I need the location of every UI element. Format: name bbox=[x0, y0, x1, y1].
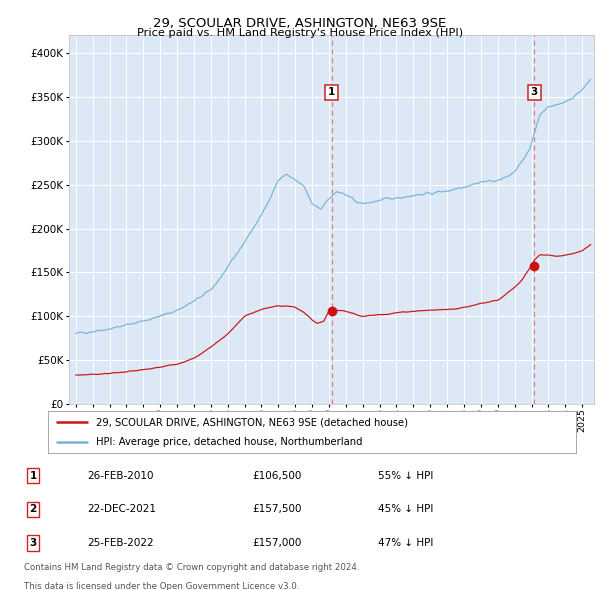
Text: 29, SCOULAR DRIVE, ASHINGTON, NE63 9SE: 29, SCOULAR DRIVE, ASHINGTON, NE63 9SE bbox=[154, 17, 446, 30]
Text: 26-FEB-2010: 26-FEB-2010 bbox=[87, 471, 154, 481]
Text: £157,000: £157,000 bbox=[252, 538, 301, 548]
Text: 45% ↓ HPI: 45% ↓ HPI bbox=[378, 504, 433, 514]
Text: 29, SCOULAR DRIVE, ASHINGTON, NE63 9SE (detached house): 29, SCOULAR DRIVE, ASHINGTON, NE63 9SE (… bbox=[95, 417, 407, 427]
Text: 3: 3 bbox=[530, 87, 538, 97]
Text: £157,500: £157,500 bbox=[252, 504, 302, 514]
Text: 55% ↓ HPI: 55% ↓ HPI bbox=[378, 471, 433, 481]
Text: Price paid vs. HM Land Registry's House Price Index (HPI): Price paid vs. HM Land Registry's House … bbox=[137, 28, 463, 38]
Text: 1: 1 bbox=[328, 87, 335, 97]
Text: 1: 1 bbox=[29, 471, 37, 481]
Text: 25-FEB-2022: 25-FEB-2022 bbox=[87, 538, 154, 548]
Text: 47% ↓ HPI: 47% ↓ HPI bbox=[378, 538, 433, 548]
Text: Contains HM Land Registry data © Crown copyright and database right 2024.: Contains HM Land Registry data © Crown c… bbox=[24, 563, 359, 572]
Text: This data is licensed under the Open Government Licence v3.0.: This data is licensed under the Open Gov… bbox=[24, 582, 299, 590]
Text: 2: 2 bbox=[29, 504, 37, 514]
Text: HPI: Average price, detached house, Northumberland: HPI: Average price, detached house, Nort… bbox=[95, 437, 362, 447]
Text: 3: 3 bbox=[29, 538, 37, 548]
Text: 22-DEC-2021: 22-DEC-2021 bbox=[87, 504, 156, 514]
Text: £106,500: £106,500 bbox=[252, 471, 301, 481]
